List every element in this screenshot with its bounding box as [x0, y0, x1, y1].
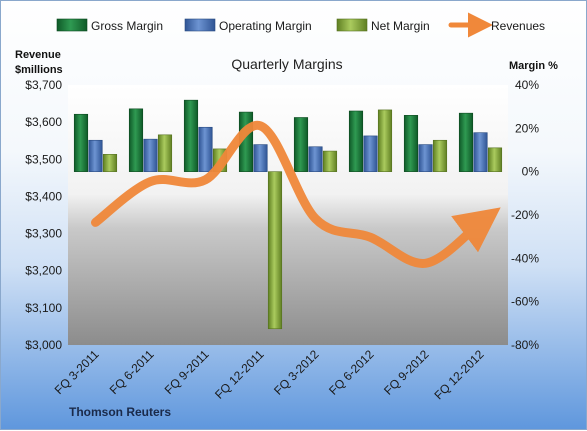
legend-swatch-operating-margin	[184, 18, 216, 32]
legend-label-net-margin: Net Margin	[371, 19, 430, 33]
bar-net-margin-4	[267, 171, 283, 330]
bar-gross-margin-8	[458, 112, 474, 172]
x-tick-6: FQ 6-2012	[326, 347, 377, 398]
legend-label-operating-margin: Operating Margin	[219, 19, 312, 33]
y-right-tick-3: -40%	[511, 251, 539, 265]
chart-title: Quarterly Margins	[231, 56, 342, 72]
x-tick-8: FQ 12-2012	[431, 347, 486, 402]
y-right-tick-1: -80%	[511, 338, 539, 352]
x-tick-7: FQ 9-2012	[381, 347, 432, 398]
legend-item-operating-margin: Operating Margin	[184, 18, 312, 33]
bar-operating-margin-8	[473, 132, 488, 172]
legend-item-revenues: Revenues	[448, 12, 545, 38]
bar-operating-margin-1	[88, 139, 103, 172]
bar-gross-margin-1	[73, 113, 89, 172]
legend: Gross Margin Operating Margin Net Margin…	[56, 12, 545, 38]
revenue-line-layer	[91, 121, 501, 268]
bar-operating-margin-5	[308, 146, 323, 172]
legend-item-gross-margin: Gross Margin	[56, 18, 163, 33]
y-right-tick-5: 0%	[522, 165, 540, 179]
bar-operating-margin-3	[198, 126, 213, 172]
x-tick-1: FQ 3-2011	[52, 347, 102, 397]
source-label: Thomson Reuters	[69, 405, 171, 419]
y-left-label-line1: Revenue	[15, 49, 61, 61]
bar-net-margin-7	[432, 139, 448, 172]
legend-swatch-net-margin	[336, 18, 368, 32]
legend-label-gross-margin: Gross Margin	[91, 19, 163, 33]
y-left-tick-2: $3,100	[25, 301, 62, 315]
y-right-tick-4: -20%	[511, 208, 539, 222]
y-left-label-line2: $millions	[15, 64, 63, 76]
revenue-line	[91, 121, 501, 268]
x-tick-4: FQ 12-2011	[212, 347, 267, 402]
bar-gross-margin-7	[403, 115, 419, 172]
y-right-label: Margin %	[509, 60, 558, 72]
y-left-tick-labels: $3,000 $3,100 $3,200 $3,300 $3,400 $3,500 $3,6…	[25, 78, 62, 352]
x-tick-3: FQ 9-2011	[162, 347, 212, 397]
bar-gross-margin-3	[183, 99, 199, 172]
y-left-tick-8: $3,700	[25, 78, 62, 92]
bar-operating-margin-7	[418, 144, 433, 172]
legend-label-revenues: Revenues	[491, 19, 545, 33]
bar-net-margin-8	[487, 147, 503, 172]
bar-net-margin-2	[157, 134, 173, 172]
legend-swatch-gross-margin	[56, 18, 88, 32]
x-tick-labels: FQ 3-2011 FQ 6-2011 FQ 9-2011 FQ 12-2011 FQ …	[52, 347, 487, 402]
y-left-tick-5: $3,400	[25, 189, 62, 203]
y-left-tick-7: $3,600	[25, 115, 62, 129]
y-left-tick-4: $3,300	[25, 227, 62, 241]
y-left-tick-1: $3,000	[25, 338, 62, 352]
bar-operating-margin-4	[253, 144, 268, 172]
bar-gross-margin-6	[348, 110, 364, 172]
y-right-tick-7: 40%	[515, 78, 539, 92]
y-left-tick-6: $3,500	[25, 152, 62, 166]
legend-item-net-margin: Net Margin	[336, 18, 430, 33]
x-tick-5: FQ 3-2012	[271, 347, 322, 398]
bar-operating-margin-2	[143, 138, 158, 172]
x-tick-2: FQ 6-2011	[107, 347, 157, 397]
y-right-tick-6: 20%	[515, 121, 539, 135]
bar-net-margin-1	[102, 154, 118, 172]
y-left-tick-3: $3,200	[25, 264, 62, 278]
bar-net-margin-5	[322, 150, 338, 172]
bar-gross-margin-2	[128, 108, 144, 172]
bar-net-margin-6	[377, 109, 393, 172]
y-right-tick-2: -60%	[511, 295, 539, 309]
bar-gross-margin-5	[293, 117, 309, 172]
bar-operating-margin-6	[363, 135, 378, 172]
y-right-tick-labels: -80% -60% -40% -20% 0% 20% 40%	[511, 78, 539, 352]
